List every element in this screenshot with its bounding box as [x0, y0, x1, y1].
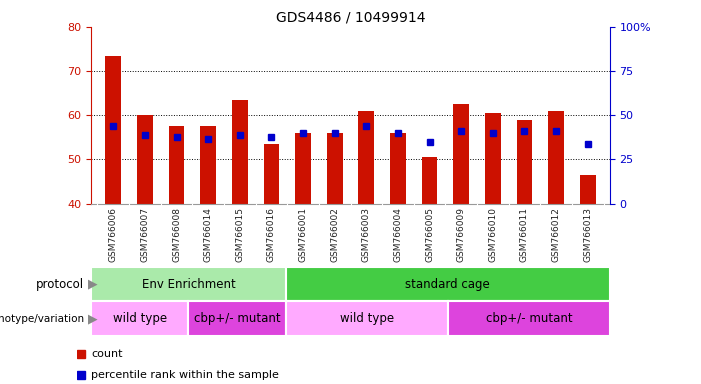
Bar: [91, 301, 189, 336]
Text: GSM766003: GSM766003: [362, 207, 371, 262]
Bar: [448, 301, 610, 336]
Bar: [580, 175, 596, 204]
Text: cbp+/- mutant: cbp+/- mutant: [193, 312, 280, 325]
Text: wild type: wild type: [113, 312, 167, 325]
Text: GSM766001: GSM766001: [299, 207, 308, 262]
Bar: [327, 133, 343, 204]
Bar: [169, 126, 184, 204]
Bar: [137, 115, 153, 204]
Text: protocol: protocol: [36, 278, 84, 291]
Title: GDS4486 / 10499914: GDS4486 / 10499914: [275, 10, 426, 24]
Bar: [485, 113, 501, 204]
Text: Env Enrichment: Env Enrichment: [142, 278, 236, 291]
Text: ▶: ▶: [88, 312, 97, 325]
Text: GSM766016: GSM766016: [267, 207, 276, 262]
Bar: [286, 267, 610, 301]
Text: GSM766002: GSM766002: [330, 207, 339, 262]
Text: GSM766012: GSM766012: [552, 207, 561, 262]
Text: ▶: ▶: [88, 278, 97, 291]
Bar: [91, 267, 286, 301]
Bar: [548, 111, 564, 204]
Text: GSM766007: GSM766007: [140, 207, 149, 262]
Bar: [422, 157, 437, 204]
Text: wild type: wild type: [340, 312, 394, 325]
Bar: [232, 100, 247, 204]
Text: genotype/variation: genotype/variation: [0, 314, 84, 324]
Text: GSM766013: GSM766013: [583, 207, 592, 262]
Bar: [264, 144, 279, 204]
Text: GSM766008: GSM766008: [172, 207, 181, 262]
Text: count: count: [91, 349, 123, 359]
Bar: [286, 301, 448, 336]
Bar: [454, 104, 469, 204]
Bar: [200, 126, 216, 204]
Text: GSM766014: GSM766014: [204, 207, 212, 262]
Text: GSM766009: GSM766009: [457, 207, 465, 262]
Bar: [517, 120, 532, 204]
Bar: [390, 133, 406, 204]
Text: percentile rank within the sample: percentile rank within the sample: [91, 370, 279, 381]
Text: cbp+/- mutant: cbp+/- mutant: [486, 312, 572, 325]
Bar: [295, 133, 311, 204]
Text: GSM766006: GSM766006: [109, 207, 118, 262]
Text: GSM766010: GSM766010: [489, 207, 497, 262]
Text: standard cage: standard cage: [405, 278, 490, 291]
Text: GSM766005: GSM766005: [425, 207, 434, 262]
Bar: [105, 56, 121, 204]
Bar: [358, 111, 374, 204]
Text: GSM766011: GSM766011: [520, 207, 529, 262]
Text: GSM766004: GSM766004: [393, 207, 402, 262]
Bar: [189, 301, 286, 336]
Text: GSM766015: GSM766015: [236, 207, 244, 262]
